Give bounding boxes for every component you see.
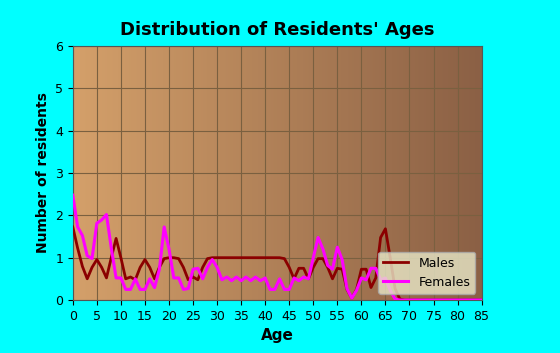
Line: Males: Males [73, 227, 482, 300]
Males [88, 265, 95, 269]
Females [382, 276, 389, 280]
Females [69, 193, 76, 197]
Females [113, 276, 119, 280]
Legend: Males, Females: Males, Females [379, 252, 475, 294]
Males [69, 225, 76, 229]
Females [402, 298, 408, 302]
Females [421, 298, 427, 302]
Females [478, 298, 485, 302]
Males [79, 264, 86, 269]
Females [267, 287, 273, 292]
X-axis label: Age: Age [261, 328, 293, 343]
Y-axis label: Number of residents: Number of residents [35, 92, 49, 253]
Males [267, 256, 273, 260]
Males [478, 298, 485, 302]
Title: Distribution of Residents' Ages: Distribution of Residents' Ages [120, 21, 435, 39]
Females [79, 233, 86, 238]
Line: Females: Females [73, 195, 482, 300]
Males [382, 227, 389, 231]
Females [88, 256, 95, 261]
Males [406, 298, 413, 302]
Males [421, 298, 427, 302]
Males [113, 236, 119, 240]
